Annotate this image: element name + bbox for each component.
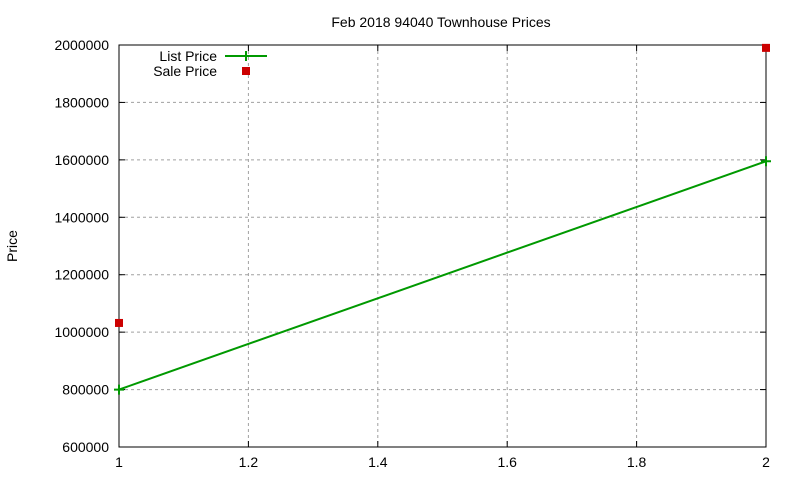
y-tick-label: 800000	[62, 382, 109, 398]
plot-frame	[118, 44, 767, 448]
x-tick-label: 1.2	[239, 454, 259, 470]
grid-lines	[119, 45, 766, 447]
x-tick-label: 1.8	[627, 454, 647, 470]
chart-title: Feb 2018 94040 Townhouse Prices	[331, 14, 550, 30]
y-tick-label: 600000	[62, 439, 109, 455]
y-axis-label: Price	[4, 230, 20, 262]
x-tick-label: 2	[762, 454, 770, 470]
plus-marker-icon	[241, 51, 251, 61]
x-tick-label: 1.4	[368, 454, 388, 470]
y-tick-label: 1000000	[54, 324, 109, 340]
square-marker-icon	[115, 318, 123, 327]
x-tick-label: 1.6	[497, 454, 517, 470]
plus-marker-icon	[761, 156, 771, 167]
y-tick-label: 1400000	[54, 209, 109, 225]
y-tick-label: 1600000	[54, 152, 109, 168]
square-marker-icon	[242, 67, 250, 75]
square-marker-icon	[762, 43, 770, 52]
legend-label: Sale Price	[153, 63, 217, 79]
series-layer	[114, 43, 771, 395]
y-tick-label: 1200000	[54, 267, 109, 283]
y-tick-label: 2000000	[54, 37, 109, 53]
x-tick-label: 1	[115, 454, 123, 470]
plus-marker-icon	[114, 384, 124, 395]
list-price-line	[118, 160, 767, 391]
legend-label: List Price	[159, 48, 217, 64]
axis-ticks: 1 1.2 1.4 1.6 1.8 2 600000 800000 1000000 1200000…	[54, 37, 770, 470]
y-tick-label: 1800000	[54, 94, 109, 110]
